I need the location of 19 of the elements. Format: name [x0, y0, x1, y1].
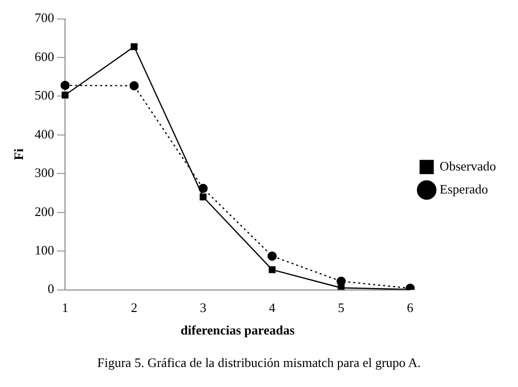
- y-tick-label: 700: [34, 10, 54, 26]
- y-tick-label: 200: [34, 204, 54, 219]
- y-tick-label: 0: [48, 281, 54, 296]
- y-tick-label: 300: [34, 165, 54, 180]
- text: Figura 5. Gráfica de la distribución mismatch para el grupo A.: [96, 355, 422, 371]
- x-tick-label: 4: [268, 300, 276, 316]
- legend-label: Observado: [440, 158, 496, 174]
- x-axis-title: diferencias pareadas: [180, 322, 295, 338]
- y-axis-title: Fi: [11, 148, 26, 160]
- x-tick-label: 5: [338, 300, 344, 316]
- x-tick-label: 1: [62, 300, 68, 316]
- y-tick-label: 100: [34, 242, 54, 258]
- y-tick-label: 400: [34, 126, 54, 142]
- y-tick-label: 500: [34, 88, 54, 103]
- x-tick-label: 2: [130, 300, 138, 316]
- y-tick-label: 600: [34, 48, 54, 64]
- legend-label: Esperado: [440, 181, 488, 196]
- x-tick-label: 6: [406, 300, 414, 316]
- x-tick-label: 3: [200, 300, 206, 316]
